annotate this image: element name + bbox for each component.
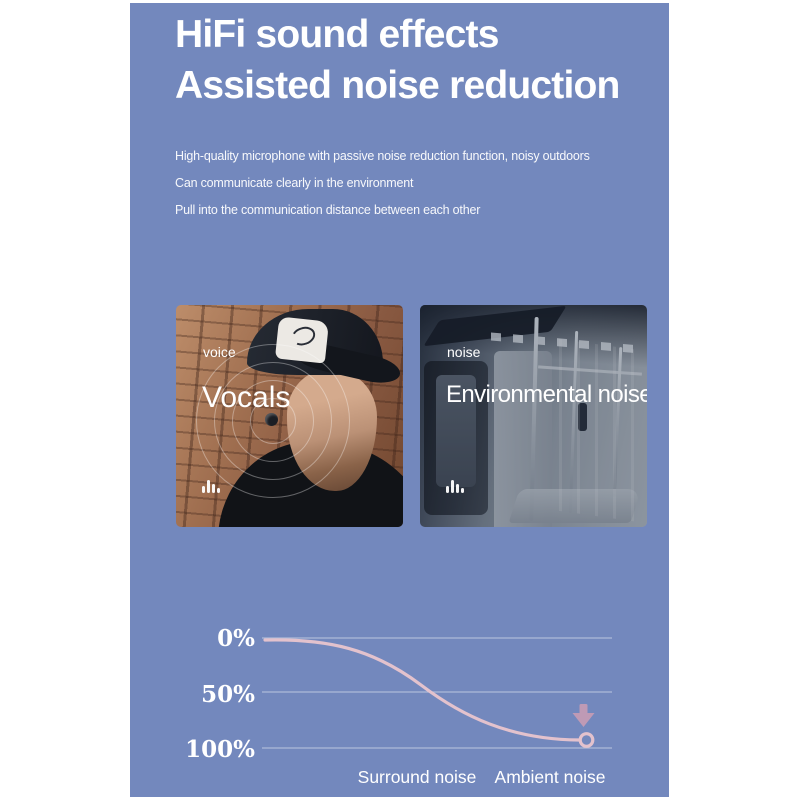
handrail-pole xyxy=(529,316,539,522)
voice-card: voice Vocals xyxy=(176,305,403,527)
y-tick-100: 100% xyxy=(185,736,255,763)
voice-tag-label: voice xyxy=(203,344,236,360)
noise-tag-label: noise xyxy=(447,344,481,360)
x-label-surround-noise: Surround noise xyxy=(357,767,477,787)
noise-reduction-chart xyxy=(262,637,612,749)
handrail-pole xyxy=(568,331,579,513)
ceiling-lights-strip xyxy=(491,332,641,354)
environmental-noise-title: Environmental noise xyxy=(446,381,647,408)
equalizer-icon xyxy=(446,480,464,493)
ceiling-vent-shape xyxy=(423,305,567,347)
title-line-2: Assisted noise reduction xyxy=(175,64,620,107)
description-line: Can communicate clearly in the environme… xyxy=(175,176,414,190)
cap-logo-mark xyxy=(289,323,318,349)
vocals-title: Vocals xyxy=(202,381,291,414)
noise-reduction-curve xyxy=(263,638,581,742)
down-arrow-icon xyxy=(572,704,595,727)
soundwave-ring xyxy=(196,344,350,498)
blue-poster-panel: HiFi sound effects Assisted noise reduct… xyxy=(130,3,669,797)
subway-seats-shape xyxy=(508,489,642,523)
wall-panel-shape xyxy=(494,351,552,527)
handrail-pole xyxy=(612,347,623,497)
man-with-earbud-photo xyxy=(176,305,403,527)
description-line: High-quality microphone with passive noi… xyxy=(175,149,590,163)
y-tick-0: 0% xyxy=(217,625,255,652)
description: High-quality microphone with passive noi… xyxy=(175,143,590,224)
description-line: Pull into the communication distance bet… xyxy=(175,203,481,217)
horizontal-handrail xyxy=(538,365,642,376)
title-line-1: HiFi sound effects xyxy=(175,13,499,56)
curve-end-marker xyxy=(578,732,595,748)
subway-interior-photo xyxy=(420,305,647,527)
x-label-ambient-noise: Ambient noise xyxy=(494,767,606,787)
page-title: HiFi sound effects Assisted noise reduct… xyxy=(175,9,620,111)
equalizer-icon xyxy=(202,480,220,493)
right-wall-strips xyxy=(559,338,647,524)
noise-card: noise Environmental noise xyxy=(420,305,647,527)
y-tick-50: 50% xyxy=(201,681,255,708)
